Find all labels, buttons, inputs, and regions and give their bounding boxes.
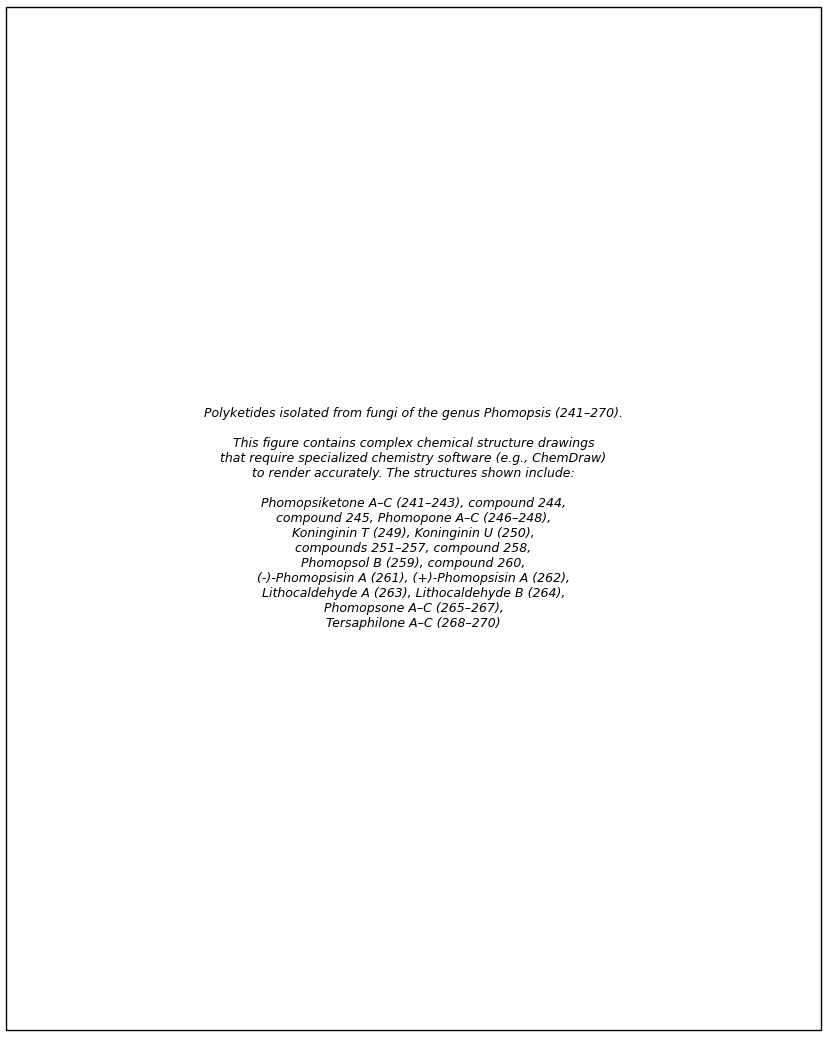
Text: Polyketides isolated from fungi of the genus Phomopsis (241–270).

This figure c: Polyketides isolated from fungi of the g…	[204, 407, 623, 630]
